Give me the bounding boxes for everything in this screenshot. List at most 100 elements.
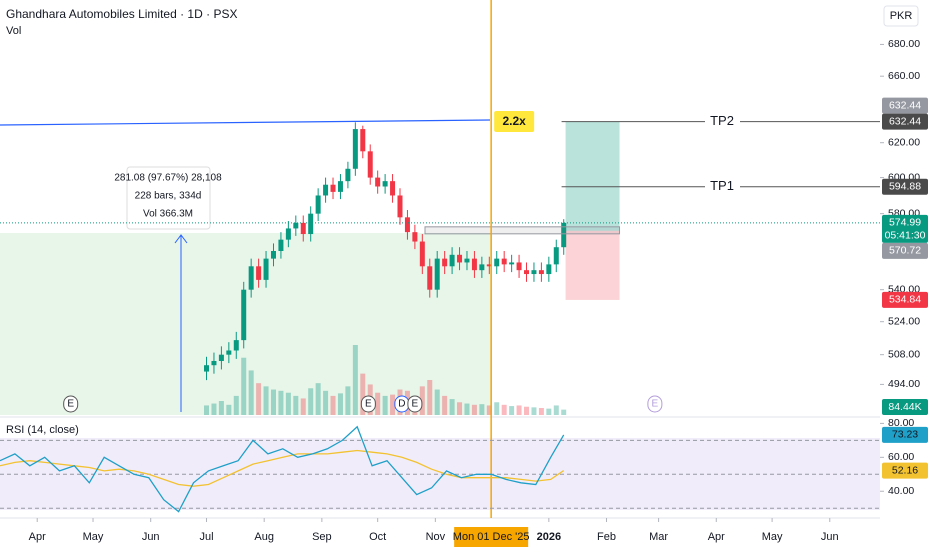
- candle-body: [270, 250, 276, 259]
- entry-label: 570.72: [889, 245, 921, 257]
- volume-bar: [226, 404, 232, 415]
- rsi-tick-label: 80.00: [888, 417, 914, 429]
- volume-bar: [501, 404, 507, 415]
- volume-bar: [479, 404, 485, 415]
- candle-body: [360, 129, 366, 152]
- ratio-box: [494, 111, 535, 132]
- candle-body: [531, 270, 537, 275]
- volume-bar: [256, 383, 262, 415]
- event-icon: [407, 395, 423, 413]
- candle-body: [419, 241, 425, 267]
- candle-body: [293, 222, 299, 229]
- rsi-label: RSI (14, close): [6, 424, 79, 436]
- candle-body: [538, 270, 544, 275]
- volume-bar: [293, 395, 299, 415]
- volume-bar: [218, 401, 224, 415]
- candle-body: [464, 258, 470, 263]
- rsi-band: [0, 438, 880, 510]
- candle-body: [315, 195, 321, 214]
- volume-label: Vol: [6, 25, 21, 37]
- entry-label-box: [882, 242, 928, 259]
- event-label: E: [67, 399, 74, 410]
- volume-bar: [442, 395, 448, 415]
- position-stop: [565, 230, 620, 300]
- rsi-ma: [0, 449, 565, 487]
- candle-body: [546, 264, 552, 275]
- volume-bar: [561, 409, 567, 415]
- volume-bar: [278, 390, 284, 415]
- volume-bar: [263, 386, 269, 415]
- y-tick-label: 508.00: [888, 348, 920, 360]
- candle-body: [561, 222, 567, 248]
- target-label-box: [882, 97, 928, 114]
- candle-body: [285, 228, 291, 240]
- rsi-tick-label: 60.00: [888, 451, 914, 463]
- range-box: [424, 226, 621, 235]
- currency[interactable]: PKR: [890, 10, 913, 22]
- candle-body: [442, 258, 448, 267]
- volume-bar: [434, 389, 440, 415]
- tp1-label-box: [882, 178, 928, 195]
- x-tick-label: Jun: [821, 531, 839, 543]
- volume-last-box: [882, 399, 928, 415]
- x-tick-label: Feb: [597, 531, 616, 543]
- candle-body: [404, 217, 410, 233]
- last-price-box: [882, 214, 928, 243]
- x-tick-label: Aug: [254, 531, 274, 543]
- volume-bar: [315, 383, 321, 415]
- event-icon: [63, 395, 79, 413]
- currency-box[interactable]: [883, 5, 919, 27]
- candle-body: [323, 184, 329, 196]
- y-tick-label: 494.00: [888, 378, 920, 390]
- candle-body: [337, 181, 343, 192]
- volume-bar: [494, 402, 500, 415]
- candle-body: [375, 177, 381, 187]
- volume-bar: [285, 392, 291, 415]
- x-tick-label: Sep: [312, 531, 332, 543]
- volume-bar: [308, 388, 314, 415]
- last-price: 574.99: [889, 217, 921, 229]
- volume-bar: [471, 404, 477, 415]
- volume-bar: [382, 395, 388, 415]
- position-target: [565, 121, 620, 231]
- x-tick-label: Apr: [708, 531, 725, 543]
- x-tick-label: 2026: [537, 531, 561, 543]
- volume-bar: [427, 380, 433, 415]
- volume-bar: [241, 357, 247, 415]
- volume-bar: [211, 403, 217, 415]
- candle-body: [263, 258, 269, 280]
- measure-arrow-head: [174, 234, 188, 244]
- candle-body: [434, 258, 440, 290]
- candle-body: [524, 270, 530, 275]
- candle-body: [390, 181, 396, 196]
- crosshair-label: Mon 01 Dec '25: [453, 531, 530, 543]
- candle-body: [479, 264, 485, 271]
- volume-bar: [546, 408, 552, 415]
- candle-body: [241, 289, 247, 341]
- candle-body: [226, 350, 232, 355]
- candle-body: [248, 266, 254, 290]
- stop-label: 534.84: [889, 294, 921, 306]
- candle-body: [509, 262, 515, 265]
- y-tick-label: 680.00: [888, 38, 920, 50]
- x-tick-label: Jul: [199, 531, 213, 543]
- volume-bar: [524, 406, 530, 415]
- candle-body: [486, 264, 492, 267]
- x-tick-label: Oct: [369, 531, 386, 543]
- event-label: E: [412, 399, 419, 410]
- tp-label: TP1: [710, 178, 734, 193]
- volume-bar: [323, 390, 329, 415]
- volume-bar: [352, 345, 358, 415]
- candle-body: [516, 262, 522, 271]
- volume-bar: [509, 406, 515, 415]
- candle-body: [330, 184, 336, 192]
- y-tick-label: 620.00: [888, 136, 920, 148]
- trend-line: [0, 119, 491, 126]
- candle-body: [204, 365, 210, 372]
- volume-bar: [449, 399, 455, 415]
- rsi-tick-label: 40.00: [888, 485, 914, 497]
- event-icon: [647, 395, 663, 413]
- target-label: 632.44: [889, 99, 921, 111]
